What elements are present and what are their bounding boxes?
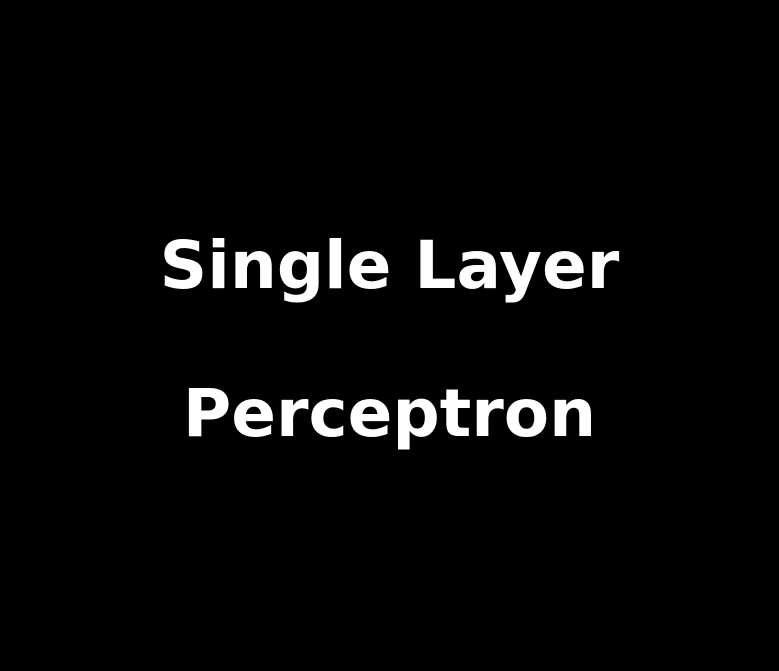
title-line-1: Single Layer bbox=[159, 227, 620, 304]
slide-title: Single Layer Perceptron bbox=[0, 192, 779, 488]
title-line-2: Perceptron bbox=[182, 375, 597, 452]
